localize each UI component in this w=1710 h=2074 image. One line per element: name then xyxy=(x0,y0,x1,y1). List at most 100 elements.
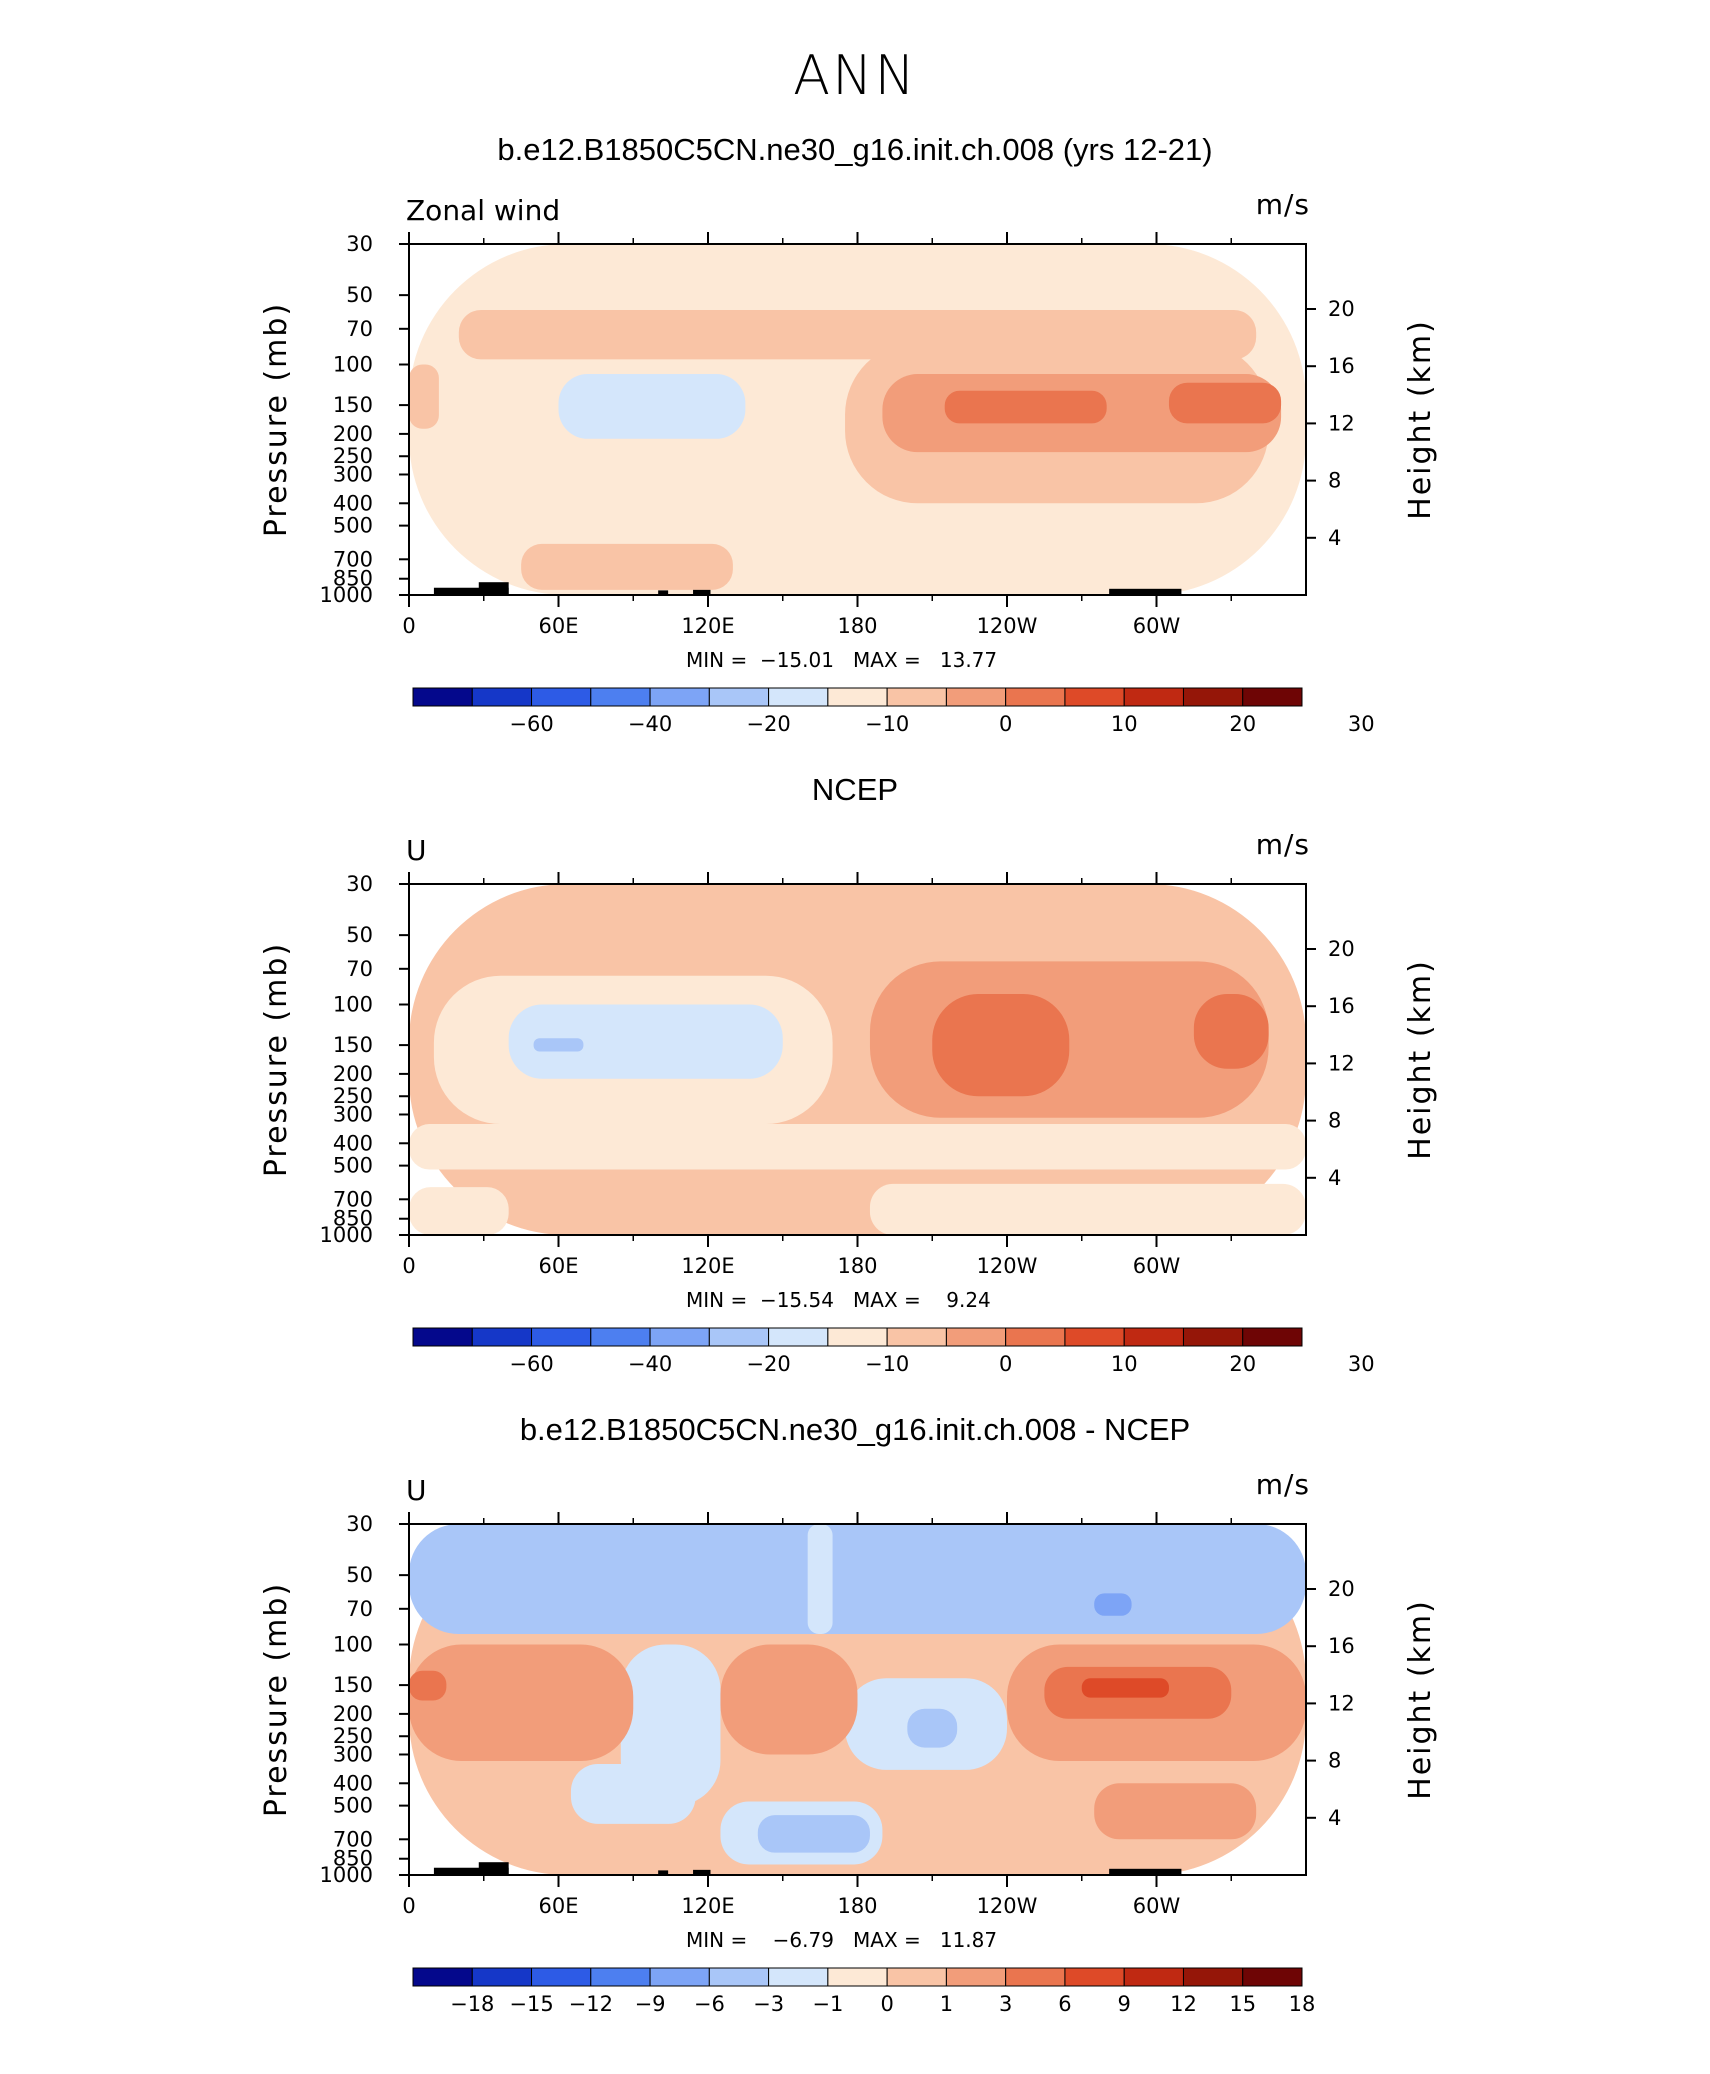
x-tick-label: 60W xyxy=(1133,614,1181,638)
colorbar-swatch xyxy=(708,1327,770,1347)
x-tick-label: 0 xyxy=(402,1254,415,1278)
colorbar-swatch xyxy=(1242,1327,1303,1347)
variable-name: Zonal wind xyxy=(406,194,561,227)
colorbar-label: −10 xyxy=(865,712,909,736)
colorbar-swatch xyxy=(1182,1327,1244,1347)
figure-title: ANN xyxy=(793,44,917,107)
y2-tick-label: 20 xyxy=(1328,297,1355,321)
y2-axis-title: Height (km) xyxy=(1403,1599,1438,1800)
y-tick-label: 300 xyxy=(333,462,373,486)
x-tick-label: 120W xyxy=(977,614,1038,638)
y-tick-label: 1000 xyxy=(320,1223,373,1247)
y-tick-label: 70 xyxy=(346,957,373,981)
y-tick-label: 200 xyxy=(333,422,373,446)
colorbar-swatch xyxy=(945,1967,1007,1987)
max-label: MAX = 9.24 xyxy=(853,1288,991,1312)
colorbar-swatch xyxy=(708,1967,770,1987)
y2-tick-label: 4 xyxy=(1328,1806,1341,1830)
y-tick-label: 70 xyxy=(346,317,373,341)
colorbar-swatch xyxy=(886,1327,947,1347)
y-tick-label: 850 xyxy=(333,567,373,591)
min-label: MIN = −15.01 xyxy=(686,648,834,672)
y-axis-title: Pressure (mb) xyxy=(259,302,294,537)
colorbar-swatch xyxy=(1005,1967,1066,1987)
y-tick-label: 250 xyxy=(333,444,373,468)
colorbar-label: 6 xyxy=(1058,1992,1071,2016)
colorbar-label: −9 xyxy=(635,1992,666,2016)
colorbar-swatch xyxy=(531,687,592,707)
contour-region xyxy=(1094,1593,1132,1616)
y2-tick-label: 4 xyxy=(1328,1166,1341,1190)
colorbar-swatch xyxy=(1182,687,1244,707)
colorbar-swatch xyxy=(886,1967,947,1987)
panel-title: b.e12.B1850C5CN.ne30_g16.init.ch.008 (yr… xyxy=(497,132,1213,167)
contour-region xyxy=(1168,382,1282,424)
colorbar-label: −60 xyxy=(509,712,553,736)
y-tick-label: 50 xyxy=(346,283,373,307)
y-tick-label: 30 xyxy=(346,232,373,256)
colorbar-label: 10 xyxy=(1111,1352,1138,1376)
y-tick-label: 500 xyxy=(333,514,373,538)
y-tick-label: 400 xyxy=(333,491,373,515)
colorbar-label: 1 xyxy=(940,1992,953,2016)
contour-region xyxy=(409,1187,509,1235)
contour-region xyxy=(1081,1678,1169,1698)
topography-mask xyxy=(693,589,711,595)
y2-tick-label: 20 xyxy=(1328,937,1355,961)
colorbar-label: 20 xyxy=(1229,1352,1256,1376)
x-tick-label: 0 xyxy=(402,1894,415,1918)
y-tick-label: 850 xyxy=(333,1207,373,1231)
panel-title: b.e12.B1850C5CN.ne30_g16.init.ch.008 - N… xyxy=(519,1412,1191,1447)
y2-tick-label: 12 xyxy=(1328,411,1355,435)
y-tick-label: 30 xyxy=(346,1512,373,1536)
contour-region xyxy=(907,1708,958,1748)
colorbar-swatch xyxy=(827,687,888,707)
x-tick-label: 120E xyxy=(681,1894,734,1918)
contour-region xyxy=(558,374,746,439)
contour-region xyxy=(508,1004,783,1079)
units-label: m/s xyxy=(1255,188,1310,221)
contour-region xyxy=(533,1038,584,1052)
topography-mask xyxy=(478,1862,509,1875)
colorbar-swatch xyxy=(412,687,473,707)
colorbar-label: −15 xyxy=(509,1992,553,2016)
colorbar-label: −1 xyxy=(812,1992,843,2016)
colorbar-swatch xyxy=(531,1967,592,1987)
max-label: MAX = 13.77 xyxy=(853,648,998,672)
panel-model: b.e12.B1850C5CN.ne30_g16.init.ch.008 (yr… xyxy=(0,132,1710,782)
colorbar-label: −12 xyxy=(569,1992,613,2016)
x-tick-label: 60E xyxy=(539,1894,579,1918)
field-layer xyxy=(409,884,1306,1235)
colorbar-label: 20 xyxy=(1229,712,1256,736)
colorbar-swatch xyxy=(945,1327,1007,1347)
x-tick-label: 60E xyxy=(539,614,579,638)
x-tick-label: 120E xyxy=(681,614,734,638)
y-tick-label: 150 xyxy=(333,1673,373,1697)
panel-ncep: NCEP U m/s MIN = −15.54 MAX = 9.24 0 60E 1… xyxy=(0,772,1710,1422)
x-tick-label: 120W xyxy=(977,1894,1038,1918)
colorbar-swatch xyxy=(1182,1967,1244,1987)
y2-axis-title: Height (km) xyxy=(1403,959,1438,1160)
contour-region xyxy=(757,1815,870,1853)
colorbar-swatch xyxy=(590,1327,651,1347)
topography-mask xyxy=(433,1867,509,1875)
colorbar-swatch xyxy=(531,1327,592,1347)
contour-region xyxy=(409,1670,447,1701)
topography-mask xyxy=(693,1869,711,1875)
colorbar-label: 0 xyxy=(880,1992,893,2016)
colorbar-label: −40 xyxy=(628,1352,672,1376)
contour-region xyxy=(409,1124,1306,1170)
min-max-readout: MIN = −15.54 MAX = 9.24 xyxy=(686,1288,991,1312)
y-tick-label: 1000 xyxy=(320,1863,373,1887)
ncep-plot: 0 60E 120E 180 120W 60W3050701001502002503004… xyxy=(259,872,1438,1376)
y-tick-label: 850 xyxy=(333,1847,373,1871)
y-tick-label: 500 xyxy=(333,1794,373,1818)
colorbar-label: −3 xyxy=(753,1992,784,2016)
colorbar-swatch xyxy=(1064,1967,1125,1987)
colorbar-swatch xyxy=(1005,687,1066,707)
y-tick-label: 300 xyxy=(333,1742,373,1766)
contour-region xyxy=(521,543,733,590)
y-tick-label: 200 xyxy=(333,1062,373,1086)
topography-mask xyxy=(658,590,669,595)
max-label: MAX = 11.87 xyxy=(853,1928,998,1952)
